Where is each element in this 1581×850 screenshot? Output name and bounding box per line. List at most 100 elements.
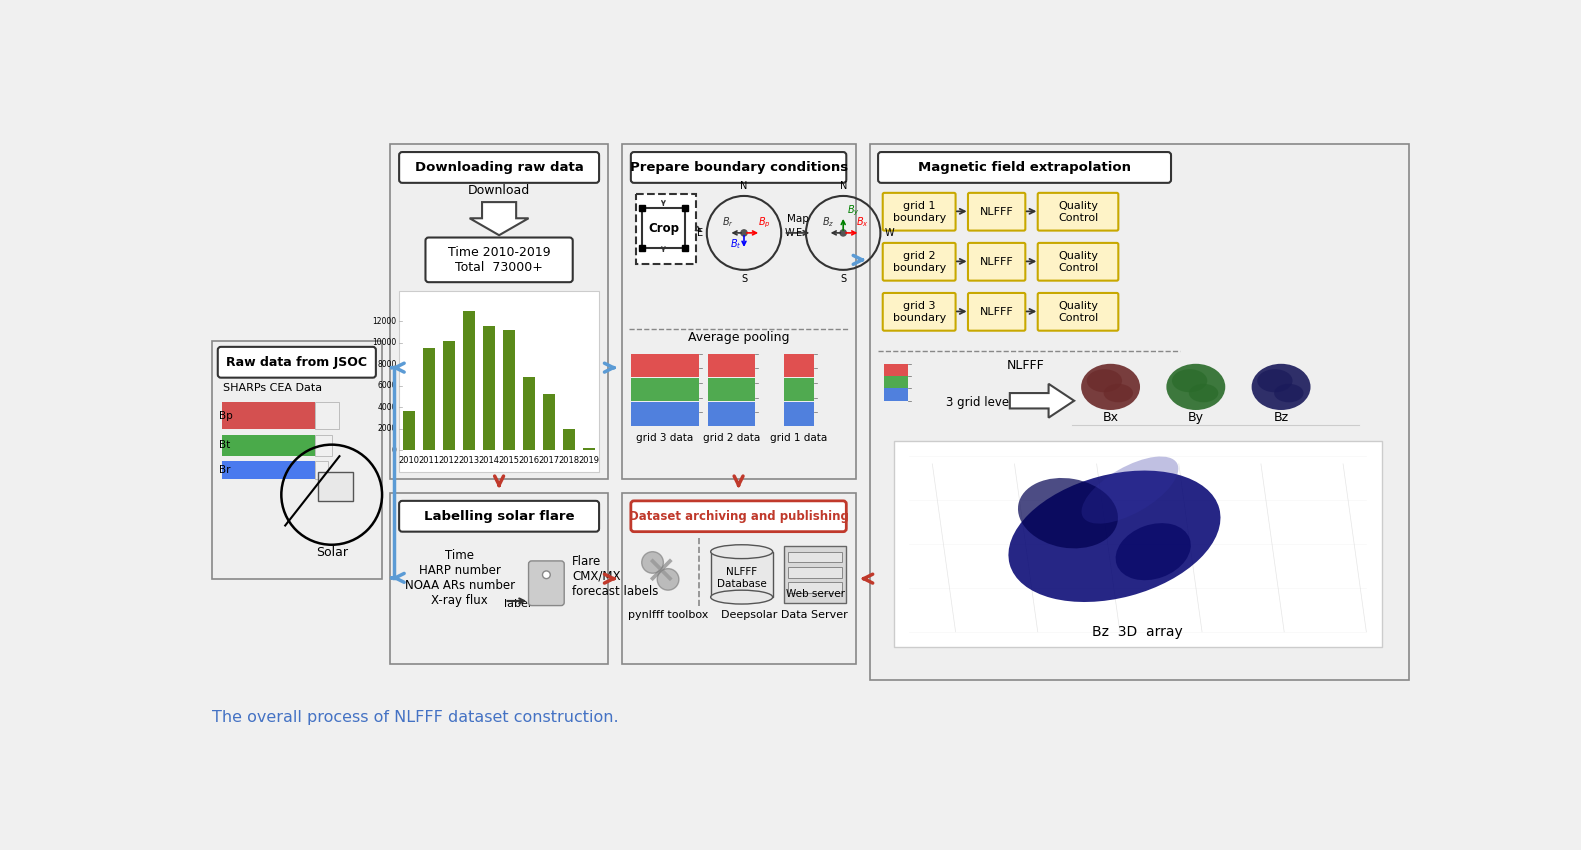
Text: 2014: 2014 — [479, 456, 500, 465]
Bar — [391, 144, 609, 479]
Bar — [884, 364, 907, 376]
Bar — [563, 428, 575, 450]
Bar — [443, 341, 455, 450]
Bar — [621, 144, 855, 479]
Text: Average pooling: Average pooling — [688, 332, 789, 344]
Text: 6000: 6000 — [378, 381, 397, 390]
Bar — [403, 411, 416, 450]
Bar — [784, 377, 814, 400]
Bar — [789, 567, 843, 578]
Bar — [316, 434, 332, 456]
FancyBboxPatch shape — [968, 193, 1026, 230]
Text: 2017: 2017 — [539, 456, 560, 465]
Text: $B_r$: $B_r$ — [723, 215, 734, 229]
Text: Bz: Bz — [1274, 411, 1289, 424]
Text: 3 grid level: 3 grid level — [945, 396, 1012, 409]
Text: Time 2010-2019
Total  73000+: Time 2010-2019 Total 73000+ — [447, 246, 550, 274]
Text: Prepare boundary conditions: Prepare boundary conditions — [629, 161, 847, 174]
Ellipse shape — [1257, 369, 1293, 393]
Text: 2016: 2016 — [519, 456, 539, 465]
Ellipse shape — [1081, 364, 1140, 410]
Polygon shape — [470, 202, 528, 235]
Bar — [223, 461, 316, 479]
Bar — [784, 546, 846, 604]
FancyBboxPatch shape — [398, 152, 599, 183]
Text: SHARPs CEA Data: SHARPs CEA Data — [223, 382, 323, 393]
FancyBboxPatch shape — [425, 237, 572, 282]
Text: N: N — [840, 181, 847, 191]
Text: S: S — [840, 275, 846, 285]
Bar — [789, 582, 843, 593]
Bar — [631, 354, 699, 377]
Text: grid 1
boundary: grid 1 boundary — [893, 201, 945, 223]
Ellipse shape — [1116, 523, 1190, 581]
Text: ✕: ✕ — [643, 553, 677, 592]
FancyBboxPatch shape — [968, 293, 1026, 331]
Text: W: W — [884, 228, 893, 238]
Bar — [631, 401, 699, 426]
Bar — [636, 195, 696, 264]
Text: Bt: Bt — [220, 440, 231, 450]
Text: Time
HARP number
NOAA ARs number
X-ray flux: Time HARP number NOAA ARs number X-ray f… — [405, 549, 515, 607]
Ellipse shape — [1018, 478, 1118, 548]
Text: Map: Map — [787, 214, 809, 224]
Text: Download: Download — [468, 184, 530, 197]
Text: 2015: 2015 — [498, 456, 520, 465]
Circle shape — [542, 571, 550, 579]
Ellipse shape — [1172, 369, 1208, 393]
Text: 2011: 2011 — [419, 456, 440, 465]
Polygon shape — [1010, 384, 1073, 417]
Text: Br: Br — [220, 465, 231, 475]
Text: Deepsolar Data Server: Deepsolar Data Server — [721, 610, 847, 620]
Bar — [463, 310, 476, 450]
Text: label: label — [504, 599, 531, 609]
Bar — [784, 354, 814, 377]
Text: E: E — [697, 228, 704, 238]
Text: grid 3
boundary: grid 3 boundary — [893, 301, 945, 323]
Bar — [503, 330, 515, 450]
Text: $B_p$: $B_p$ — [757, 216, 770, 230]
FancyBboxPatch shape — [1037, 243, 1118, 280]
Bar — [870, 144, 1409, 679]
Text: 2010: 2010 — [398, 456, 419, 465]
Text: Quality
Control: Quality Control — [1058, 301, 1099, 323]
Bar — [391, 493, 609, 664]
Bar — [583, 448, 596, 450]
Text: $B_x$: $B_x$ — [855, 215, 868, 229]
Bar — [642, 208, 685, 248]
Text: 10000: 10000 — [373, 338, 397, 348]
Text: NLFFF: NLFFF — [980, 257, 1013, 267]
Text: $B_y$: $B_y$ — [847, 203, 860, 218]
Text: $B_z$: $B_z$ — [822, 215, 833, 229]
Bar — [316, 461, 327, 479]
Bar — [784, 401, 814, 426]
FancyBboxPatch shape — [882, 293, 955, 331]
Text: NLFFF: NLFFF — [980, 207, 1013, 217]
FancyBboxPatch shape — [398, 501, 599, 531]
Bar — [424, 348, 435, 450]
Text: $B_t$: $B_t$ — [730, 237, 741, 251]
Ellipse shape — [1081, 456, 1178, 524]
Circle shape — [658, 569, 678, 590]
FancyBboxPatch shape — [1037, 293, 1118, 331]
Bar — [789, 552, 843, 563]
Ellipse shape — [711, 545, 773, 558]
Text: pynlfff toolbox: pynlfff toolbox — [628, 610, 708, 620]
Text: grid 1 data: grid 1 data — [770, 433, 827, 443]
Text: 8000: 8000 — [378, 360, 397, 369]
FancyBboxPatch shape — [528, 561, 564, 605]
Text: E: E — [795, 228, 802, 238]
FancyBboxPatch shape — [882, 193, 955, 230]
Text: Magnetic field extrapolation: Magnetic field extrapolation — [919, 161, 1130, 174]
FancyBboxPatch shape — [218, 347, 376, 377]
Text: NLFFF: NLFFF — [1007, 360, 1043, 372]
Text: Bp: Bp — [220, 411, 232, 421]
Text: 2018: 2018 — [558, 456, 580, 465]
Text: The overall process of NLFFF dataset construction.: The overall process of NLFFF dataset con… — [212, 711, 618, 725]
Circle shape — [840, 230, 846, 236]
Text: Web server: Web server — [786, 589, 844, 599]
Ellipse shape — [1009, 471, 1221, 602]
Text: 2019: 2019 — [579, 456, 599, 465]
FancyBboxPatch shape — [882, 243, 955, 280]
Bar — [884, 376, 907, 388]
